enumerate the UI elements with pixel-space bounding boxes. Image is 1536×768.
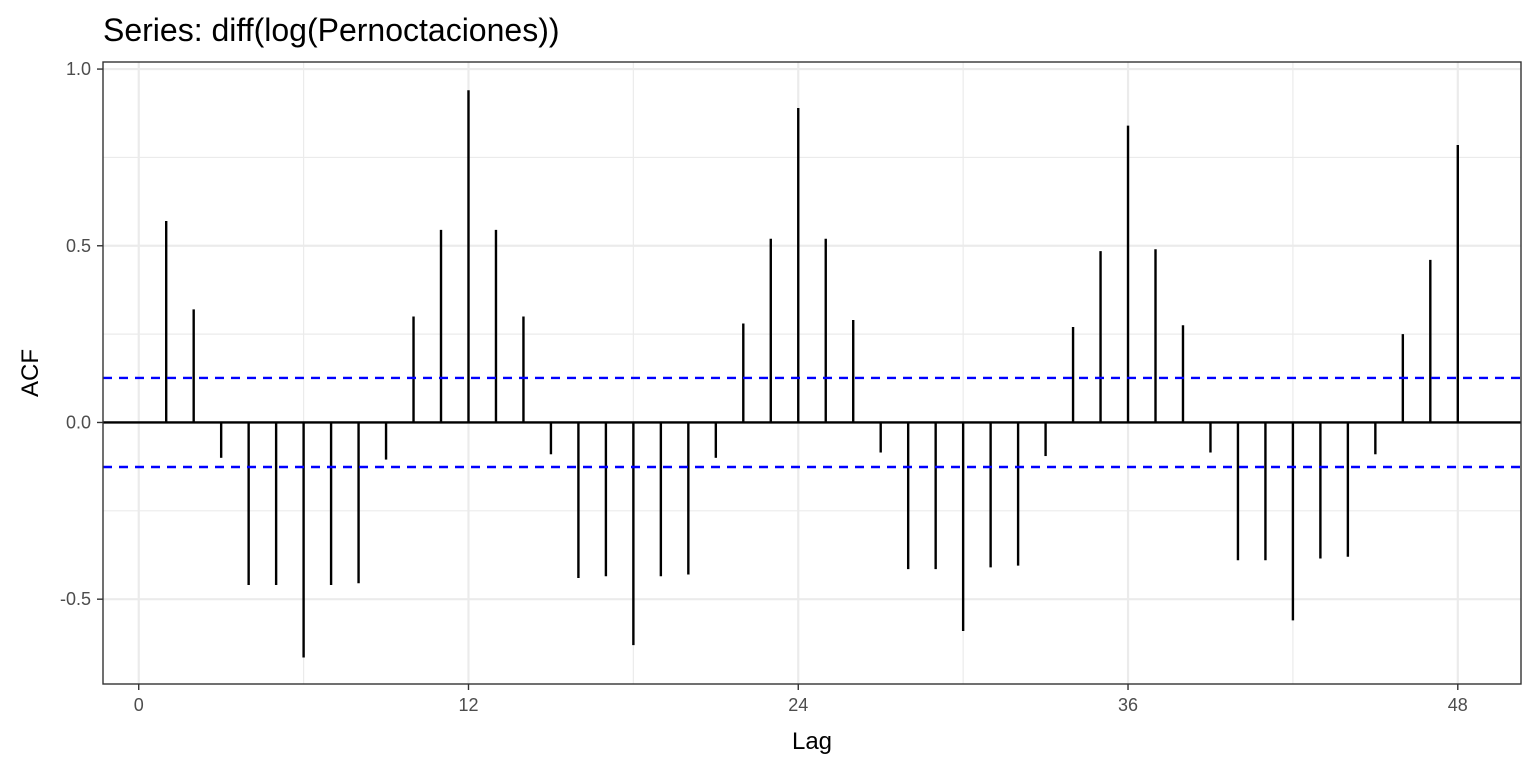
panel-border — [102, 61, 1522, 685]
x-tick-label: 0 — [134, 695, 144, 715]
x-tick-label: 48 — [1448, 695, 1468, 715]
x-tick-label: 24 — [788, 695, 808, 715]
grid-layer — [103, 62, 1521, 684]
chart-title: Series: diff(log(Pernoctaciones)) — [103, 12, 560, 48]
y-tick-label: 1.0 — [66, 59, 91, 79]
x-tick-label: 36 — [1118, 695, 1138, 715]
x-tick-label: 12 — [458, 695, 478, 715]
y-tick-label: 0.5 — [66, 236, 91, 256]
y-tick-label: 0.0 — [66, 412, 91, 432]
y-axis-title: ACF — [17, 349, 44, 397]
acf-bars — [165, 90, 1459, 658]
x-axis-title: Lag — [792, 728, 832, 755]
y-tick-label: -0.5 — [60, 589, 91, 609]
axis-ticks: -0.5 0.0 0.5 1.0 0 12 24 36 48 — [60, 59, 1468, 715]
confidence-bounds — [103, 376, 1521, 469]
